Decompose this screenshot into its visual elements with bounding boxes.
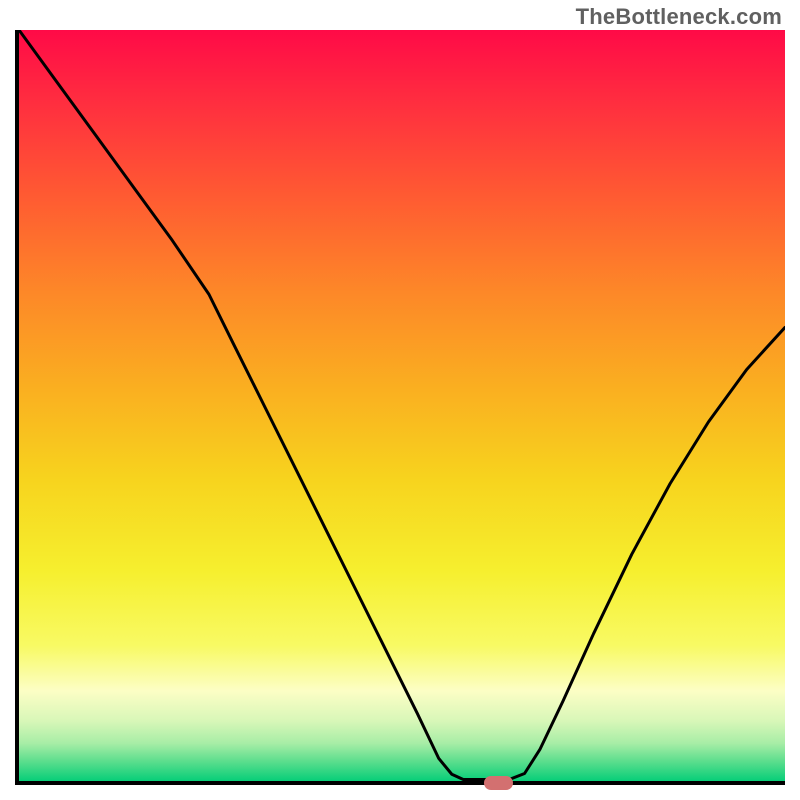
watermark-text: TheBottleneck.com — [576, 4, 782, 30]
chart-plot-area — [15, 30, 785, 785]
chart-curve — [19, 30, 785, 781]
bottleneck-marker — [484, 776, 513, 790]
